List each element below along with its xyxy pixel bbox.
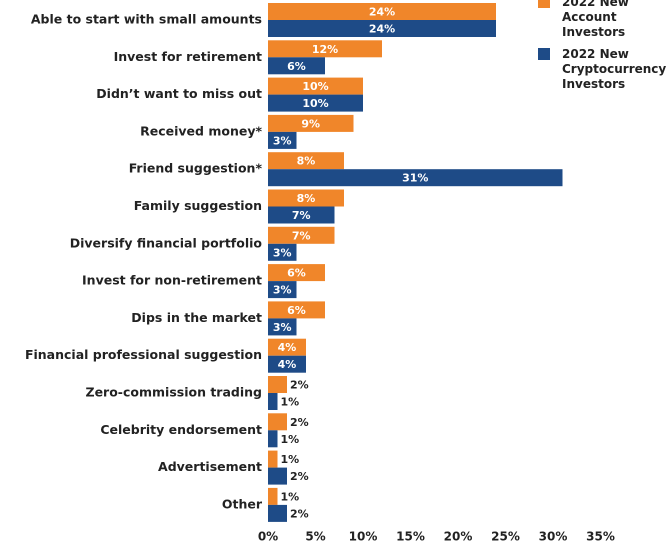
bar — [268, 226, 335, 244]
x-tick-label: 5% — [305, 530, 325, 544]
x-tick-label: 35% — [586, 530, 615, 544]
bar — [268, 301, 325, 319]
legend-line: Investors — [562, 25, 625, 39]
legend-label: 2022 New Account Investors — [562, 0, 629, 39]
bar — [268, 131, 297, 149]
value-label: 1% — [281, 453, 300, 466]
bar — [268, 40, 382, 58]
value-label: 3% — [273, 246, 292, 259]
value-label: 7% — [292, 229, 311, 242]
bar — [268, 3, 496, 20]
legend-line: Investors — [562, 77, 625, 91]
bar — [268, 430, 278, 448]
bar — [268, 243, 297, 261]
category-label: Diversify financial portfolio — [70, 235, 263, 250]
value-label: 4% — [278, 358, 297, 371]
x-tick-label: 0% — [258, 530, 278, 544]
category-label: Received money* — [140, 123, 262, 138]
value-label: 3% — [273, 321, 292, 334]
value-label: 3% — [273, 284, 292, 297]
bar — [268, 338, 306, 356]
bar — [268, 318, 297, 336]
value-label: 2% — [290, 507, 309, 520]
legend-swatch — [538, 0, 550, 8]
legend-line: 2022 New — [562, 47, 629, 61]
value-label: 2% — [290, 416, 309, 429]
value-label: 12% — [312, 43, 338, 56]
bar — [268, 94, 363, 112]
bar — [268, 57, 325, 75]
bar — [268, 281, 297, 299]
bar — [268, 393, 278, 410]
category-label: Zero-commission trading — [86, 385, 262, 400]
bar — [268, 152, 344, 170]
value-label: 6% — [287, 267, 306, 280]
value-label: 1% — [281, 490, 300, 503]
bar — [268, 206, 335, 224]
x-tick-label: 20% — [444, 530, 473, 544]
x-tick-label: 25% — [491, 530, 520, 544]
legend-line: Cryptocurrency — [562, 62, 666, 76]
category-label: Celebrity endorsement — [100, 422, 262, 437]
category-label: Other — [222, 496, 263, 511]
bar — [268, 114, 354, 132]
bar — [268, 355, 306, 373]
bar — [268, 487, 278, 505]
value-label: 10% — [302, 80, 328, 93]
value-label: 2% — [290, 379, 309, 392]
value-label: 1% — [281, 396, 300, 409]
bar — [268, 169, 563, 187]
category-label: Financial professional suggestion — [25, 347, 262, 362]
value-label: 6% — [287, 60, 306, 73]
bar — [268, 504, 287, 522]
legend-swatch — [538, 48, 550, 60]
value-label: 3% — [273, 134, 292, 147]
category-label: Advertisement — [158, 459, 262, 474]
category-label: Family suggestion — [134, 198, 262, 213]
value-label: 7% — [292, 209, 311, 222]
x-tick-label: 30% — [539, 530, 568, 544]
bar — [268, 77, 363, 95]
category-label: Able to start with small amounts — [31, 12, 262, 27]
category-label: Dips in the market — [131, 310, 262, 325]
bar — [268, 189, 344, 207]
bar — [268, 413, 287, 431]
value-label: 10% — [302, 97, 328, 110]
x-tick-label: 15% — [396, 530, 425, 544]
bar — [268, 264, 325, 282]
value-label: 24% — [369, 23, 395, 36]
category-label: Invest for non-retirement — [82, 273, 262, 288]
value-label: 9% — [301, 117, 320, 130]
bar — [268, 467, 287, 485]
value-label: 8% — [297, 155, 316, 168]
category-label: Invest for retirement — [114, 49, 262, 64]
value-label: 6% — [287, 304, 306, 317]
legend-line: 2022 New — [562, 0, 629, 9]
legend-label: 2022 New Cryptocurrency Investors — [562, 47, 666, 91]
bar — [268, 376, 287, 393]
value-label: 2% — [290, 470, 309, 483]
value-label: 8% — [297, 192, 316, 205]
value-label: 24% — [369, 6, 395, 19]
legend-line: Account — [562, 10, 617, 24]
value-label: 4% — [278, 341, 297, 354]
bar — [268, 450, 278, 468]
x-tick-label: 10% — [349, 530, 378, 544]
category-label: Didn’t want to miss out — [96, 86, 262, 101]
value-label: 31% — [402, 172, 428, 185]
bar — [268, 20, 496, 37]
category-label: Friend suggestion* — [129, 161, 263, 176]
value-label: 1% — [281, 433, 300, 446]
